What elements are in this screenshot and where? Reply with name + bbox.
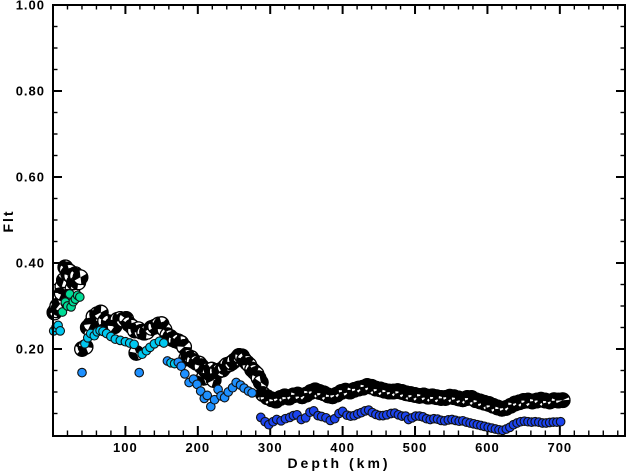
dot-marker: [247, 388, 257, 398]
x-tick-label: 500: [403, 440, 428, 455]
x-axis-title: Depth (km): [287, 455, 390, 471]
y-axis-title: Flt: [0, 209, 16, 232]
x-tick-label: 700: [547, 440, 572, 455]
dot-marker: [74, 292, 85, 302]
x-tick-label: 300: [258, 440, 283, 455]
dot-marker: [179, 369, 190, 379]
beachball-marker: [72, 269, 89, 286]
dot-marker: [555, 416, 566, 427]
beachball-marker: [554, 392, 571, 409]
dot-marker: [158, 338, 169, 348]
dot-marker: [77, 367, 87, 378]
dot-marker: [57, 307, 68, 317]
x-tick-label: 600: [475, 440, 500, 455]
beachball-marker: [176, 338, 193, 355]
dot-marker: [129, 339, 139, 350]
x-tick-label: 200: [185, 440, 210, 455]
dot-marker: [202, 390, 213, 401]
y-tick-label: 0.20: [16, 342, 45, 357]
plot-frame: [52, 4, 626, 437]
dot-series: [48, 289, 566, 436]
tick-labels: 100 200 300 400 500 600 700 0.20 0.40 0.60 0.80 1.0…: [16, 0, 572, 455]
x-tick-label: 400: [330, 440, 355, 455]
y-tick-label: 0.40: [16, 256, 45, 271]
dot-marker: [176, 361, 187, 372]
y-tick-label: 1.00: [16, 0, 45, 13]
y-tick-label: 0.80: [16, 84, 45, 99]
dot-marker: [55, 326, 66, 336]
y-tick-label: 0.60: [16, 170, 45, 185]
x-tick-label: 100: [113, 440, 138, 455]
dot-marker: [134, 367, 145, 378]
